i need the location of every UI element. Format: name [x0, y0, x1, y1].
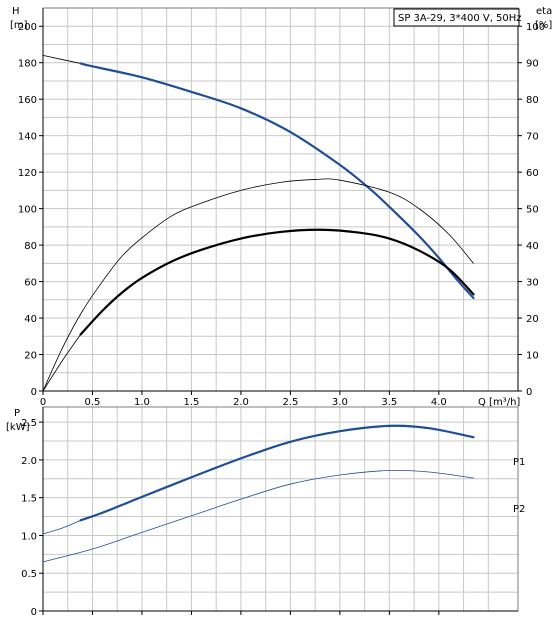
x-tick-label: 1.0 — [134, 397, 150, 408]
top-y2-tick-label: 70 — [526, 132, 539, 143]
top-y-tick-label: 80 — [24, 241, 37, 252]
x-tick-label: 2.5 — [282, 397, 298, 408]
top-y2-axis-unit: [%] — [535, 20, 552, 31]
legend-p1: P1 — [513, 457, 525, 468]
top-y-axis-unit: [m] — [10, 20, 28, 31]
series-eta_bold — [79, 228, 475, 336]
x-tick-label: 1.5 — [183, 397, 199, 408]
x-tick-label: 0.5 — [85, 397, 101, 408]
bottom-y-tick-label: 2.5 — [21, 418, 37, 429]
top-y2-tick-label: 60 — [526, 168, 539, 179]
top-y2-tick-label: 0 — [526, 387, 532, 398]
top-y-tick-label: 200 — [18, 22, 37, 33]
top-y2-tick-label: 20 — [526, 314, 539, 325]
top-y-axis-label: H — [12, 6, 20, 17]
bottom-y-tick-label: 1.5 — [21, 494, 37, 505]
series-eta_full — [42, 178, 474, 392]
top-y-tick-label: 120 — [18, 168, 37, 179]
bottom-y-tick-label: 1.0 — [21, 531, 37, 542]
top-y-tick-label: 160 — [18, 95, 37, 106]
top-y-tick-label: 100 — [18, 205, 37, 216]
bottom-y-axis-unit: [kW] — [6, 422, 30, 433]
series-eta_thin0 — [42, 334, 81, 392]
top-y-tick-label: 180 — [18, 59, 37, 70]
top-y-tick-label: 20 — [24, 351, 37, 362]
top-y2-tick-label: 10 — [526, 351, 539, 362]
series-h_full — [42, 55, 81, 64]
bottom-y-tick-label: 0 — [31, 607, 37, 618]
legend-p2: P2 — [513, 504, 525, 515]
top-y-tick-label: 140 — [18, 132, 37, 143]
bottom-y-tick-label: 2.0 — [21, 456, 37, 467]
x-tick-label: 3.0 — [332, 397, 348, 408]
top-y2-axis-label: eta — [536, 6, 552, 17]
series-p2 — [42, 469, 474, 563]
top-y-tick-label: 60 — [24, 278, 37, 289]
bottom-y-tick-label: 0.5 — [21, 569, 37, 580]
series-p1 — [79, 424, 475, 522]
top-y2-tick-label: 50 — [526, 205, 539, 216]
top-y-tick-label: 40 — [24, 314, 37, 325]
x-tick-label: 3.5 — [381, 397, 397, 408]
bottom-y-axis-label: P — [14, 408, 20, 419]
top-y2-tick-label: 30 — [526, 278, 539, 289]
top-y2-tick-label: 90 — [526, 59, 539, 70]
x-tick-label: 0 — [40, 397, 46, 408]
chart-title: SP 3A-29, 3*400 V, 50Hz — [398, 13, 522, 24]
x-axis-label: Q [m³/h] — [478, 397, 520, 408]
top-y2-tick-label: 80 — [526, 95, 539, 106]
top-y2-tick-label: 100 — [526, 22, 545, 33]
series-h_main — [79, 62, 475, 300]
x-tick-label: 2.0 — [233, 397, 249, 408]
chart-title-box — [393, 8, 520, 27]
top-plot-frame — [42, 7, 519, 392]
top-y2-tick-label: 40 — [526, 241, 539, 252]
series-p1_thin — [42, 519, 81, 535]
top-y-tick-label: 0 — [31, 387, 37, 398]
x-tick-label: 4.0 — [431, 397, 447, 408]
